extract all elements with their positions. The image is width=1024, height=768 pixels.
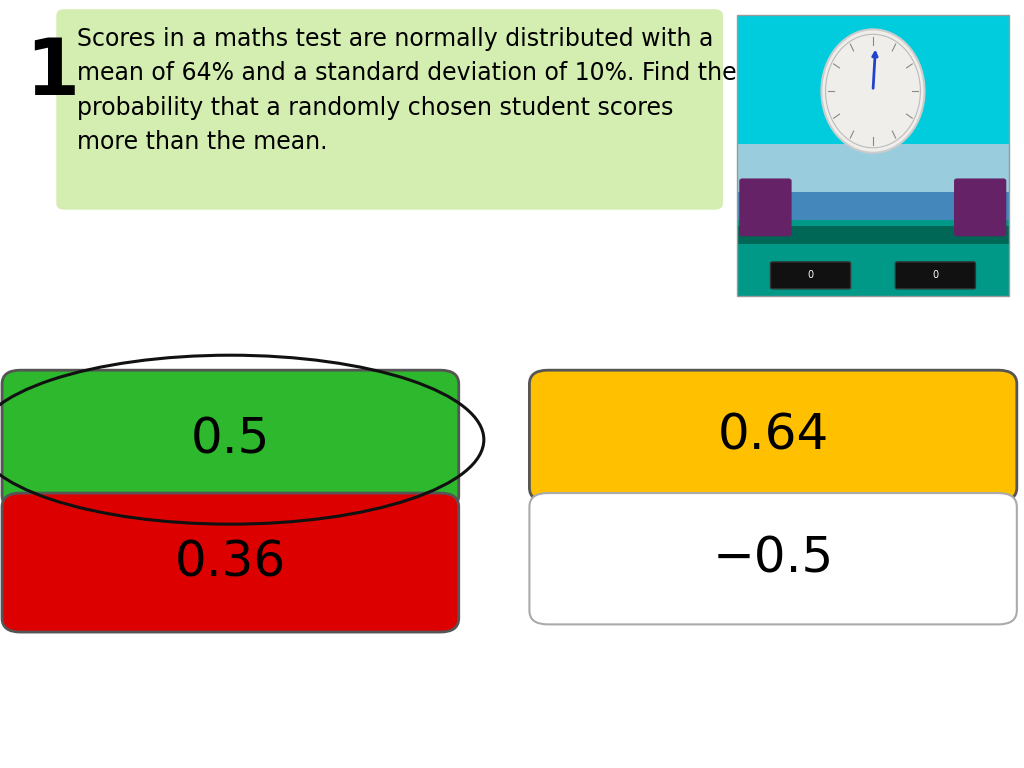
Text: −0.5: −0.5: [713, 535, 834, 583]
FancyBboxPatch shape: [2, 493, 459, 632]
Text: 0.5: 0.5: [190, 415, 270, 464]
FancyBboxPatch shape: [954, 178, 1007, 237]
FancyBboxPatch shape: [737, 220, 1009, 296]
FancyBboxPatch shape: [739, 178, 792, 237]
Text: 1: 1: [26, 35, 80, 111]
Ellipse shape: [821, 29, 925, 153]
FancyBboxPatch shape: [737, 144, 1009, 197]
FancyBboxPatch shape: [737, 192, 1009, 226]
FancyBboxPatch shape: [529, 370, 1017, 502]
FancyBboxPatch shape: [770, 262, 851, 289]
Text: 0: 0: [808, 270, 814, 280]
FancyBboxPatch shape: [895, 262, 976, 289]
Text: Scores in a maths test are normally distributed with a
mean of 64% and a standar: Scores in a maths test are normally dist…: [77, 27, 736, 154]
FancyBboxPatch shape: [56, 9, 723, 210]
Text: 0: 0: [932, 270, 938, 280]
FancyBboxPatch shape: [529, 493, 1017, 624]
FancyBboxPatch shape: [737, 15, 1009, 150]
Text: 0.64: 0.64: [718, 412, 828, 460]
FancyBboxPatch shape: [737, 226, 1009, 243]
Text: 0.36: 0.36: [175, 538, 286, 587]
FancyBboxPatch shape: [2, 370, 459, 509]
